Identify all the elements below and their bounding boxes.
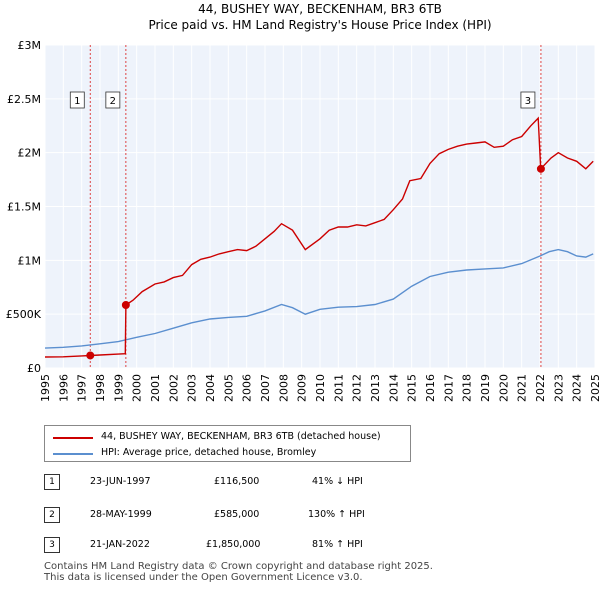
x-tick-label: 2008 xyxy=(277,374,290,402)
x-tick-label: 2012 xyxy=(351,374,364,402)
y-tick-label: £1.5M xyxy=(7,201,41,214)
chart-subtitle: Price paid vs. HM Land Registry's House … xyxy=(148,18,491,32)
transaction-date: 28-MAY-1999 xyxy=(90,509,152,520)
x-tick-label: 2010 xyxy=(314,374,327,402)
x-tick-label: 2014 xyxy=(387,374,400,402)
transaction-hpi: 81% ↑ HPI xyxy=(312,539,363,550)
x-tick-label: 2016 xyxy=(424,374,437,402)
sale-label-number: 3 xyxy=(525,96,531,107)
x-tick-label: 2011 xyxy=(332,374,345,402)
x-tick-label: 1998 xyxy=(94,374,107,402)
x-tick-label: 2020 xyxy=(497,374,510,402)
transaction-hpi: 130% ↑ HPI xyxy=(308,509,365,520)
x-tick-label: 2022 xyxy=(534,374,547,402)
y-tick-label: £2M xyxy=(18,147,42,160)
legend-label-hpi: HPI: Average price, detached house, Brom… xyxy=(101,447,317,458)
x-tick-label: 2007 xyxy=(259,374,272,402)
transaction-number: 1 xyxy=(44,474,60,490)
chart-title: 44, BUSHEY WAY, BECKENHAM, BR3 6TB xyxy=(198,2,442,16)
y-tick-label: £0 xyxy=(27,362,41,375)
x-tick-label: 2021 xyxy=(516,374,529,402)
transaction-price: £116,500 xyxy=(214,476,260,487)
sale-label-box xyxy=(69,91,85,109)
y-tick-label: £3M xyxy=(18,39,42,52)
transaction-price: £585,000 xyxy=(214,509,260,520)
x-tick-label: 1997 xyxy=(76,374,89,402)
x-tick-label: 2004 xyxy=(204,374,217,402)
hpi-line xyxy=(44,248,594,349)
price-chart: 44, BUSHEY WAY, BECKENHAM, BR3 6TB Price… xyxy=(6,2,600,402)
x-tick-label: 2006 xyxy=(241,374,254,402)
x-tick-label: 2024 xyxy=(571,374,584,402)
x-tick-label: 1995 xyxy=(39,374,52,402)
legend-swatch-hpi xyxy=(53,453,93,455)
x-tick-label: 2005 xyxy=(222,374,235,402)
footer: Contains HM Land Registry data © Crown c… xyxy=(44,561,433,583)
transaction-number: 3 xyxy=(44,537,60,553)
sale-label-number: 1 xyxy=(74,96,80,107)
x-tick-label: 2018 xyxy=(461,374,474,402)
transaction-date: 23-JUN-1997 xyxy=(90,476,151,487)
property-price-line xyxy=(44,116,594,358)
legend-swatch-property xyxy=(53,437,93,439)
x-tick-label: 2002 xyxy=(167,374,180,402)
sale-label-box xyxy=(520,91,536,109)
legend-label-property: 44, BUSHEY WAY, BECKENHAM, BR3 6TB (deta… xyxy=(101,431,381,442)
y-tick-label: £500K xyxy=(6,308,42,321)
x-tick-label: 2013 xyxy=(369,374,382,402)
x-tick-label: 2023 xyxy=(552,374,565,402)
transaction-hpi: 41% ↓ HPI xyxy=(312,476,363,487)
transaction-price: £1,850,000 xyxy=(206,539,261,550)
sale-point xyxy=(86,351,95,360)
transaction-date: 21-JAN-2022 xyxy=(90,539,150,550)
sale-label-number: 2 xyxy=(110,96,116,107)
y-tick-label: £2.5M xyxy=(7,93,41,106)
footer-licence: This data is licensed under the Open Gov… xyxy=(44,572,363,583)
x-tick-label: 2019 xyxy=(479,374,492,402)
x-tick-label: 2015 xyxy=(406,374,419,402)
x-tick-label: 2000 xyxy=(131,374,144,402)
x-tick-label: 2003 xyxy=(186,374,199,402)
y-tick-label: £1M xyxy=(18,254,42,267)
x-tick-label: 2017 xyxy=(442,374,455,402)
x-tick-label: 2009 xyxy=(296,374,309,402)
legend: 44, BUSHEY WAY, BECKENHAM, BR3 6TB (deta… xyxy=(44,425,411,462)
transaction-number: 2 xyxy=(44,507,60,523)
footer-copyright: Contains HM Land Registry data © Crown c… xyxy=(44,561,433,572)
x-tick-label: 1999 xyxy=(112,374,125,402)
sale-point xyxy=(536,164,545,173)
x-tick-label: 2025 xyxy=(589,374,600,402)
x-tick-label: 1996 xyxy=(57,374,70,402)
sale-label-box xyxy=(105,91,121,109)
sale-point xyxy=(121,301,130,310)
x-tick-label: 2001 xyxy=(149,374,162,402)
